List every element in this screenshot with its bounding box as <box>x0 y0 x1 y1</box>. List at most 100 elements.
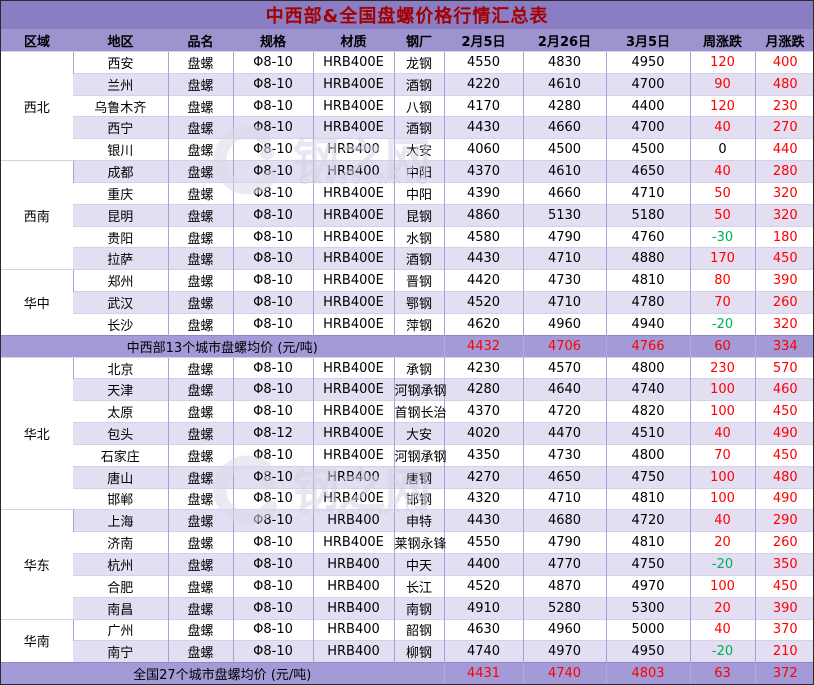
price-cell: 4800 <box>605 443 690 467</box>
city-cell: 西安 <box>72 51 168 74</box>
week-change-cell: 100 <box>689 400 755 423</box>
price-cell: 4830 <box>522 51 606 74</box>
region-cell: 华北 <box>1 356 73 510</box>
week-change-cell: 20 <box>689 531 755 554</box>
month-change-cell: 320 <box>754 181 813 205</box>
spec-cell: Φ8-10 <box>232 160 313 183</box>
month-change-cell: 450 <box>754 400 813 423</box>
spec-cell: Φ8-10 <box>232 203 313 227</box>
price-cell: 4880 <box>605 247 690 270</box>
month-change-cell: 260 <box>754 291 813 314</box>
table-row: 石家庄 盘螺 Φ8-10 HRB400E 河钢承钢 4350 4730 4800 70 450 <box>1 443 813 467</box>
product-cell: 盘螺 <box>167 422 233 445</box>
material-cell: HRB400 <box>312 574 394 598</box>
week-change-cell: 40 <box>689 618 755 641</box>
material-cell: HRB400E <box>312 181 394 205</box>
price-cell: 4170 <box>443 94 523 117</box>
table-row: 太原 盘螺 Φ8-10 HRB400E 首钢长治 4370 4720 4820 100 450 <box>1 400 813 423</box>
city-cell: 兰州 <box>73 72 168 96</box>
product-cell: 盘螺 <box>167 203 233 227</box>
region-cell: 华南 <box>1 618 73 663</box>
product-cell: 盘螺 <box>167 618 233 641</box>
price-cell: 4400 <box>443 553 523 576</box>
table-row: 唐山 盘螺 Φ8-10 HRB400 唐钢 4270 4650 4750 100 480 <box>1 465 813 489</box>
mill-cell: 莱钢永锋 <box>393 531 447 554</box>
page-title: 中西部&全国盘螺价格行情汇总表 <box>1 1 813 29</box>
price-cell: 5180 <box>605 203 690 227</box>
month-change-cell: 490 <box>754 422 813 445</box>
price-cell: 4510 <box>605 422 690 445</box>
table-row: 武汉 盘螺 Φ8-10 HRB400E 鄂钢 4520 4710 4780 70 260 <box>1 291 813 314</box>
table-row: 西北 西安 盘螺 Φ8-10 HRB400E 龙钢 4550 4830 4950 120 400 <box>1 50 813 161</box>
month-change-cell: 370 <box>754 618 813 641</box>
price-cell: 4550 <box>443 51 523 74</box>
product-cell: 盘螺 <box>167 378 233 401</box>
price-cell: 4710 <box>522 247 606 270</box>
spec-cell: Φ8-10 <box>232 465 313 489</box>
table-row: 西南 成都 盘螺 Φ8-10 HRB400 中阳 4370 4610 4650 40 280 <box>1 160 813 270</box>
column-header: 2月26日 <box>523 29 606 52</box>
week-change-cell: -20 <box>689 312 755 336</box>
spec-cell: Φ8-10 <box>232 487 313 510</box>
summary-price-cell: 4431 <box>443 662 523 684</box>
spec-cell: Φ8-10 <box>232 356 313 379</box>
table-row: 西宁 盘螺 Φ8-10 HRB400E 酒钢 4430 4660 4700 40 270 <box>1 116 813 139</box>
spec-cell: Φ8-10 <box>232 181 313 205</box>
price-cell: 4400 <box>605 94 690 117</box>
month-change-cell: 390 <box>754 596 813 620</box>
price-cell: 4610 <box>522 160 606 183</box>
week-change-cell: 40 <box>689 116 755 139</box>
city-cell: 长沙 <box>73 312 168 336</box>
month-change-cell: 450 <box>754 443 813 467</box>
product-cell: 盘螺 <box>167 356 233 379</box>
summary-week-change-cell: 63 <box>689 662 755 684</box>
table-row: 重庆 盘螺 Φ8-10 HRB400E 中阳 4390 4660 4710 50 320 <box>1 181 813 205</box>
mill-cell: 水钢 <box>393 225 444 248</box>
price-cell: 4640 <box>522 378 606 401</box>
price-cell: 5000 <box>605 618 690 641</box>
mill-cell: 酒钢 <box>393 247 444 270</box>
city-cell: 重庆 <box>73 181 168 205</box>
price-cell: 4720 <box>605 509 690 532</box>
month-change-cell: 480 <box>754 465 813 489</box>
product-cell: 盘螺 <box>167 509 233 532</box>
price-cell: 4230 <box>443 356 523 379</box>
column-header: 地区 <box>73 29 168 52</box>
price-cell: 5130 <box>522 203 606 227</box>
product-cell: 盘螺 <box>167 312 233 336</box>
table-row: 长沙 盘螺 Φ8-10 HRB400E 萍钢 4620 4960 4940 -20 320 <box>1 312 813 336</box>
material-cell: HRB400 <box>312 509 394 532</box>
month-change-cell: 490 <box>754 487 813 510</box>
mill-cell: 中阳 <box>393 181 444 205</box>
summary-month-change-cell: 372 <box>754 662 813 684</box>
city-cell: 济南 <box>73 531 168 554</box>
month-change-cell: 210 <box>754 640 813 663</box>
material-cell: HRB400E <box>312 356 394 379</box>
table-row: 兰州 盘螺 Φ8-10 HRB400E 酒钢 4220 4610 4700 90 480 <box>1 72 813 96</box>
spec-cell: Φ8-10 <box>232 116 313 139</box>
month-change-cell: 180 <box>754 225 813 248</box>
price-cell: 4580 <box>443 225 523 248</box>
price-cell: 4270 <box>443 465 523 489</box>
price-cell: 4610 <box>522 72 606 96</box>
week-change-cell: 170 <box>689 247 755 270</box>
material-cell: HRB400E <box>312 116 394 139</box>
city-cell: 郑州 <box>72 269 168 292</box>
region-cell: 华东 <box>1 509 73 620</box>
spec-cell: Φ8-10 <box>232 291 313 314</box>
material-cell: HRB400E <box>312 400 394 423</box>
city-cell: 成都 <box>72 160 168 183</box>
week-change-cell: 0 <box>689 138 755 161</box>
price-cell: 4220 <box>443 72 523 96</box>
product-cell: 盘螺 <box>167 247 233 270</box>
price-cell: 4750 <box>605 553 690 576</box>
week-change-cell: 50 <box>689 181 755 205</box>
spec-cell: Φ8-12 <box>232 422 313 445</box>
city-cell: 北京 <box>72 356 168 379</box>
week-change-cell: 120 <box>689 94 755 117</box>
city-cell: 拉萨 <box>73 247 168 270</box>
spec-cell: Φ8-10 <box>232 138 313 161</box>
mill-cell: 唐钢 <box>393 465 444 489</box>
product-cell: 盘螺 <box>167 487 233 510</box>
week-change-cell: 70 <box>689 291 755 314</box>
